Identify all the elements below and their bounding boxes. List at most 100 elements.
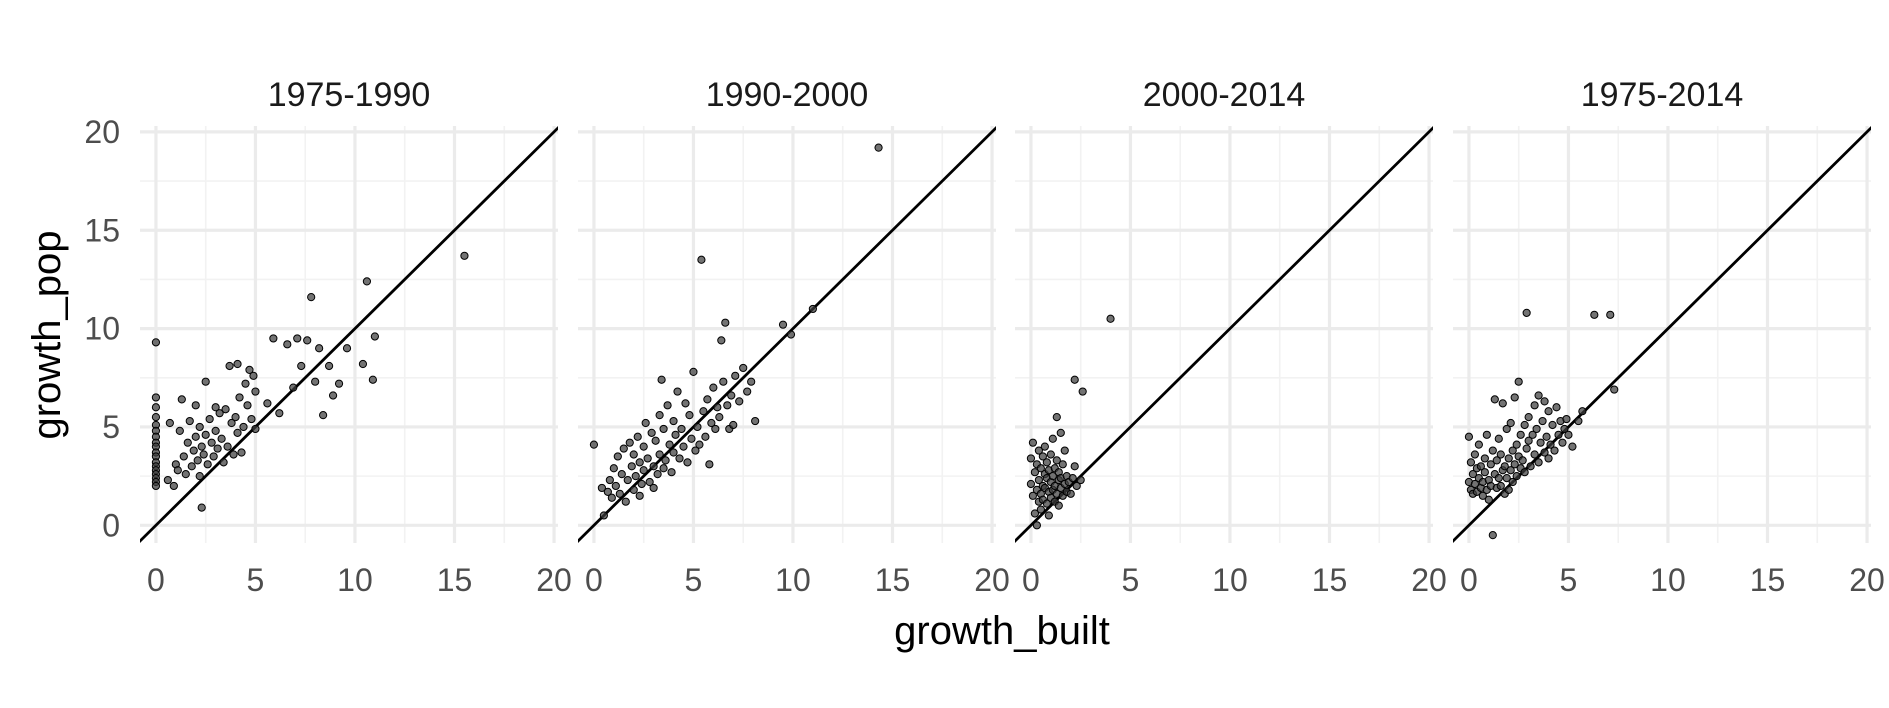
scatter-point <box>669 416 678 426</box>
scatter-point <box>1026 479 1036 489</box>
scatter-point <box>1548 420 1557 430</box>
scatter-point <box>269 334 278 343</box>
scatter-point <box>177 395 186 404</box>
scatter-point <box>1546 440 1555 449</box>
scatter-point <box>328 391 338 400</box>
scatter-point <box>597 483 606 493</box>
panel-2: 1990-2000 0 5 10 15 20 <box>578 76 1010 598</box>
scatter-point <box>227 418 236 428</box>
scatter-point <box>175 426 184 435</box>
scatter-point <box>1030 468 1040 477</box>
y-tick-label: 10 <box>84 311 120 347</box>
scatter-point <box>671 430 680 439</box>
panels-layer: 1975-1990 0 5 10 15 20 0 5 10 15 20 1990-2000 0 5 10 15… <box>84 76 1884 598</box>
scatter-point <box>633 432 642 441</box>
x-tick-label: 20 <box>974 562 1010 598</box>
scatter-point <box>703 395 712 404</box>
scatter-point <box>225 361 234 371</box>
scatter-point <box>1034 475 1043 485</box>
scatter-point <box>1506 466 1515 475</box>
scatter-point <box>621 497 630 506</box>
x-tick-label: 5 <box>685 562 703 598</box>
reference-line <box>1015 126 1433 543</box>
x-axis-title: growth_built <box>894 609 1110 653</box>
x-tick-label: 15 <box>1750 562 1786 598</box>
scatter-point <box>609 464 618 473</box>
scatter-point <box>1534 391 1543 400</box>
reference-line <box>1453 126 1871 543</box>
scatter-point <box>631 472 640 481</box>
scatter-point <box>1534 458 1543 467</box>
reference-line <box>140 126 558 543</box>
panel-title: 1975-1990 <box>268 76 431 114</box>
scatter-point <box>1056 428 1065 437</box>
scatter-point <box>655 411 664 420</box>
scatter-point <box>1058 460 1067 469</box>
scatter-point <box>237 448 246 457</box>
scatter-point <box>1506 418 1515 428</box>
scatter-point <box>615 489 624 498</box>
scatter-point <box>1536 438 1545 447</box>
scatter-point <box>705 460 714 469</box>
x-tick-label: 0 <box>1022 562 1040 598</box>
scatter-point <box>193 456 202 465</box>
scatter-point <box>613 452 622 461</box>
y-tick-label: 15 <box>84 212 120 248</box>
scatter-point <box>1494 473 1503 483</box>
scatter-point <box>1028 491 1038 500</box>
scatter-point <box>677 424 686 434</box>
scatter-point <box>1540 397 1549 406</box>
scatter-point <box>243 401 252 410</box>
scatter-point <box>187 462 196 471</box>
scatter-point <box>297 361 306 371</box>
scatter-point <box>683 458 692 467</box>
scatter-point <box>874 143 883 152</box>
scatter-point <box>1052 456 1061 465</box>
scatter-point <box>715 413 724 422</box>
scatter-point <box>627 462 636 471</box>
scatter-point <box>663 401 672 410</box>
scatter-point <box>1510 460 1519 469</box>
scatter-point <box>1542 432 1551 441</box>
scatter-point <box>221 405 230 414</box>
scatter-point <box>151 338 161 347</box>
scatter-point <box>647 428 656 437</box>
scatter-point <box>1464 432 1474 441</box>
scatter-point <box>617 470 626 479</box>
scatter-point <box>311 377 320 386</box>
scatter-point <box>163 475 172 485</box>
scatter-point <box>1470 450 1479 459</box>
scatter-point <box>589 440 599 449</box>
scatter-point <box>1500 462 1509 471</box>
scatter-point <box>1558 438 1567 447</box>
x-tick-label: 10 <box>1650 562 1686 598</box>
scatter-point <box>209 452 218 461</box>
scatter-point <box>629 485 638 494</box>
scatter-point <box>215 409 224 418</box>
scatter-point <box>1468 470 1478 479</box>
scatter-point <box>342 344 352 353</box>
scatter-point <box>197 503 206 512</box>
scatter-point <box>460 251 469 260</box>
scatter-point <box>808 304 817 314</box>
scatter-point <box>1550 446 1559 455</box>
scatter-point <box>217 434 226 443</box>
scatter-point <box>151 481 161 491</box>
panel-title: 2000-2014 <box>1143 76 1306 114</box>
scatter-point <box>635 458 644 467</box>
scatter-point <box>1502 424 1511 434</box>
scatter-point <box>687 434 696 443</box>
scatter-point <box>1482 430 1491 439</box>
scatter-point <box>334 379 344 388</box>
panel-title: 1975-2014 <box>1581 76 1744 114</box>
scatter-point <box>691 446 700 455</box>
scatter-point <box>151 413 161 422</box>
scatter-point <box>778 320 788 329</box>
scatter-point <box>701 432 710 441</box>
scatter-point <box>1590 310 1599 319</box>
scatter-point <box>1544 454 1553 463</box>
scatter-point <box>1042 499 1051 508</box>
scatter-point <box>1034 446 1043 455</box>
scatter-point <box>651 436 660 445</box>
